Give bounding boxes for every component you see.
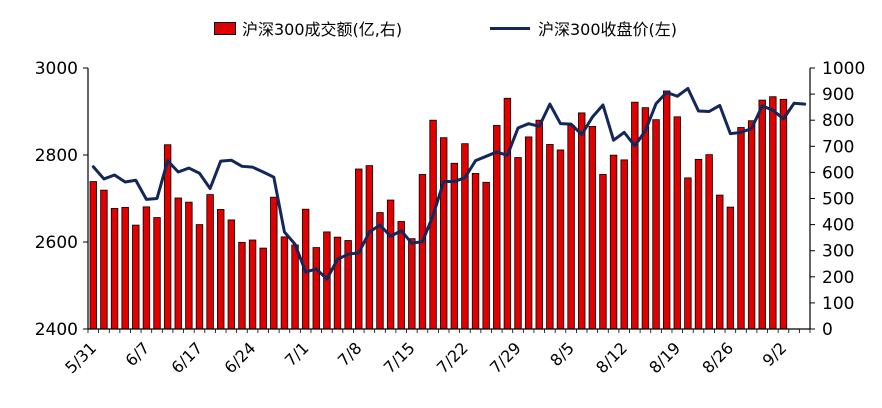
- bar-mark: [312, 247, 320, 330]
- bar-mark: [652, 119, 660, 330]
- bar-mark: [737, 127, 745, 330]
- bar-mark: [578, 112, 586, 330]
- bar-mark: [195, 224, 204, 330]
- bar-mark: [684, 177, 692, 330]
- right-tick-label: 200: [822, 268, 854, 288]
- legend-swatch-line: [490, 26, 530, 30]
- legend-swatch-bar: [214, 21, 236, 35]
- x-tick-label: 7/8: [334, 338, 366, 370]
- bar-mark: [259, 247, 267, 330]
- bar-mark: [482, 181, 490, 330]
- legend-label-turnover: 沪深300成交额(亿,右): [242, 20, 403, 39]
- right-tick-label: 400: [822, 216, 854, 236]
- x-tick-label: 7/15: [380, 338, 419, 377]
- bar-mark: [248, 239, 257, 330]
- bar-mark: [270, 196, 278, 330]
- right-tick-label: 600: [822, 163, 854, 183]
- bar-mark: [524, 136, 533, 330]
- right-tick-label: 1000: [822, 59, 865, 79]
- bar-mark: [631, 101, 639, 330]
- x-tick-label: 5/31: [61, 338, 100, 377]
- x-tick-label: 7/22: [433, 338, 472, 377]
- bar-mark: [694, 158, 703, 330]
- bar-mark: [376, 212, 384, 330]
- x-tick-label: 6/24: [221, 338, 260, 377]
- right-tick-label: 900: [822, 85, 854, 105]
- right-tick-label: 300: [822, 242, 854, 262]
- bar-mark: [503, 97, 512, 330]
- bar-mark: [769, 96, 777, 330]
- bar-mark: [535, 119, 543, 330]
- bar-mark: [238, 241, 246, 330]
- x-tick-label: 9/2: [759, 338, 791, 370]
- bar-mark: [471, 173, 480, 330]
- left-tick-label: 2800: [35, 146, 78, 166]
- right-tick-label: 0: [822, 320, 833, 340]
- bar-mark: [662, 90, 671, 330]
- bar-mark: [673, 116, 681, 330]
- bar-mark: [185, 201, 193, 330]
- bar-mark: [758, 99, 766, 330]
- bar-mark: [386, 199, 395, 330]
- bar-mark: [100, 189, 108, 330]
- bar-mark: [546, 144, 554, 330]
- bar-mark: [439, 137, 448, 330]
- bar-mark: [89, 181, 97, 330]
- bar-mark: [747, 120, 756, 330]
- x-tick-label: 8/19: [645, 338, 684, 377]
- x-tick-label: 6/17: [167, 338, 206, 377]
- right-tick-label: 700: [822, 137, 854, 157]
- line-series-close: [91, 86, 807, 281]
- x-tick-label: 8/26: [698, 338, 737, 377]
- bar-mark: [217, 209, 225, 330]
- bar-mark: [450, 162, 458, 330]
- bar-mark: [705, 154, 713, 330]
- bar-mark: [599, 174, 607, 330]
- right-tick-label: 100: [822, 294, 854, 314]
- bar-mark: [641, 107, 650, 330]
- bar-mark: [110, 208, 119, 330]
- bar-mark: [620, 159, 628, 330]
- legend-label-close: 沪深300收盘价(左): [538, 20, 678, 39]
- bar-mark: [333, 236, 342, 330]
- legend-item-close: 沪深300收盘价(左): [490, 16, 677, 40]
- x-tick-label: 7/29: [486, 338, 525, 377]
- left-tick-label: 2600: [35, 233, 78, 253]
- bar-mark: [397, 221, 405, 330]
- bar-mark: [142, 206, 151, 330]
- left-tick-label: 3000: [35, 59, 78, 79]
- bar-mark: [588, 126, 597, 330]
- bar-mark: [153, 217, 161, 330]
- x-tick-label: 7/1: [281, 338, 313, 370]
- bar-mark: [280, 236, 289, 330]
- bar-mark: [556, 149, 565, 330]
- bar-mark: [291, 244, 299, 330]
- bar-mark: [121, 206, 129, 330]
- bar-mark: [132, 224, 140, 330]
- right-tick-label: 500: [822, 190, 854, 210]
- right-tick-label: 800: [822, 111, 854, 131]
- bar-mark: [779, 98, 788, 330]
- bar-mark: [408, 238, 416, 330]
- legend-item-turnover: 沪深300成交额(亿,右): [214, 16, 402, 40]
- bar-mark: [716, 194, 724, 330]
- bar-mark: [609, 154, 618, 330]
- bar-mark: [567, 125, 575, 330]
- bar-mark: [206, 194, 214, 330]
- bar-mark: [418, 174, 427, 330]
- bar-mark: [174, 197, 182, 330]
- bar-mark: [514, 157, 522, 330]
- chart-legend: 沪深300成交额(亿,右) 沪深300收盘价(左): [0, 16, 882, 40]
- x-tick-label: 6/7: [122, 338, 154, 370]
- bar-mark: [227, 219, 236, 330]
- bar-mark: [493, 125, 501, 330]
- x-tick-label: 8/12: [592, 338, 631, 377]
- bar-mark: [365, 165, 374, 330]
- x-tick-label: 8/5: [546, 338, 578, 370]
- bar-mark: [726, 206, 735, 330]
- left-tick-label: 2400: [35, 320, 78, 340]
